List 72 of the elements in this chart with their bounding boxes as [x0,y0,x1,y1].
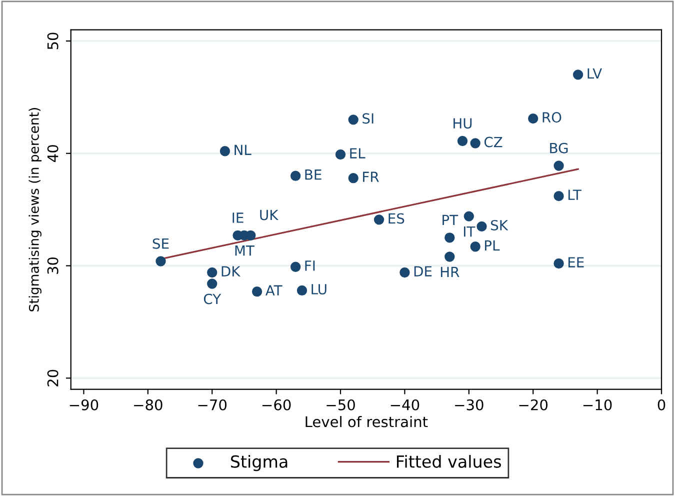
point [290,170,301,181]
y-tick-label: 20 [47,370,58,386]
annotation: DE [414,266,432,276]
annotation: EE [568,257,584,268]
annotation: SK [490,220,508,230]
annotation: FI [305,260,315,271]
legend-label: Fitted values [396,454,501,468]
point [246,230,256,240]
point [207,278,218,289]
x-tick-label: −40 [390,399,420,410]
y-tick-label: 50 [47,32,58,50]
annotation: SI [362,113,374,124]
y-axis-title: Stigmatising views (in percent) [28,108,42,312]
x-tick-label: −70 [198,399,227,410]
point [554,258,564,269]
point [400,267,410,278]
point [470,138,480,148]
point [554,190,564,202]
y-tick-label: 40 [47,145,58,162]
point [156,256,166,266]
x-tick-label: −20 [519,399,548,410]
annotation: DK [222,266,241,276]
point [296,285,308,296]
annotation: UK [260,210,279,220]
annotation: IT [464,226,476,237]
point [444,232,455,243]
point [528,113,538,124]
point [554,160,564,171]
x-tick-label: −60 [262,399,291,410]
point [207,267,218,278]
annotation: PL [485,240,500,250]
y-tick-label: 30 [47,257,58,274]
annotation: LT [568,190,582,200]
legend-label: Stigma [231,454,288,472]
x-tick-label: −90 [70,399,98,410]
annotation: CZ [484,136,502,148]
x-axis-title: Level of restraint [306,416,428,428]
x-tick-label: −10 [583,399,612,410]
annotation: HU [454,118,472,129]
annotation: NL [234,144,252,155]
annotation: MT [235,246,254,256]
annotation: SE [152,238,169,249]
annotation: PT [442,214,458,226]
annotation: IE [232,212,244,223]
point [290,262,301,272]
point [457,136,468,146]
annotation: CY [204,294,222,304]
annotation: LU [312,284,326,294]
annotation: FR [363,172,379,182]
point [220,146,230,156]
point [252,286,262,297]
point [444,252,455,262]
point [470,242,480,252]
point [572,70,584,80]
annotation: AT [265,285,282,296]
annotation: LV [588,68,602,79]
point [374,214,384,225]
annotation: BG [550,142,568,154]
x-tick-label: −50 [326,399,355,410]
annotation: EL [350,148,366,158]
point [348,114,358,125]
point [464,211,474,222]
annotation: ES [388,213,404,224]
x-tick-label: −80 [134,399,162,410]
annotation: BE [305,170,322,180]
x-tick-label: 0 [658,399,666,410]
annotation: RO [542,112,562,123]
point [348,173,358,184]
point [335,149,346,160]
point [476,221,487,232]
annotation: HR [440,266,460,278]
x-tick-label: −30 [455,399,484,410]
